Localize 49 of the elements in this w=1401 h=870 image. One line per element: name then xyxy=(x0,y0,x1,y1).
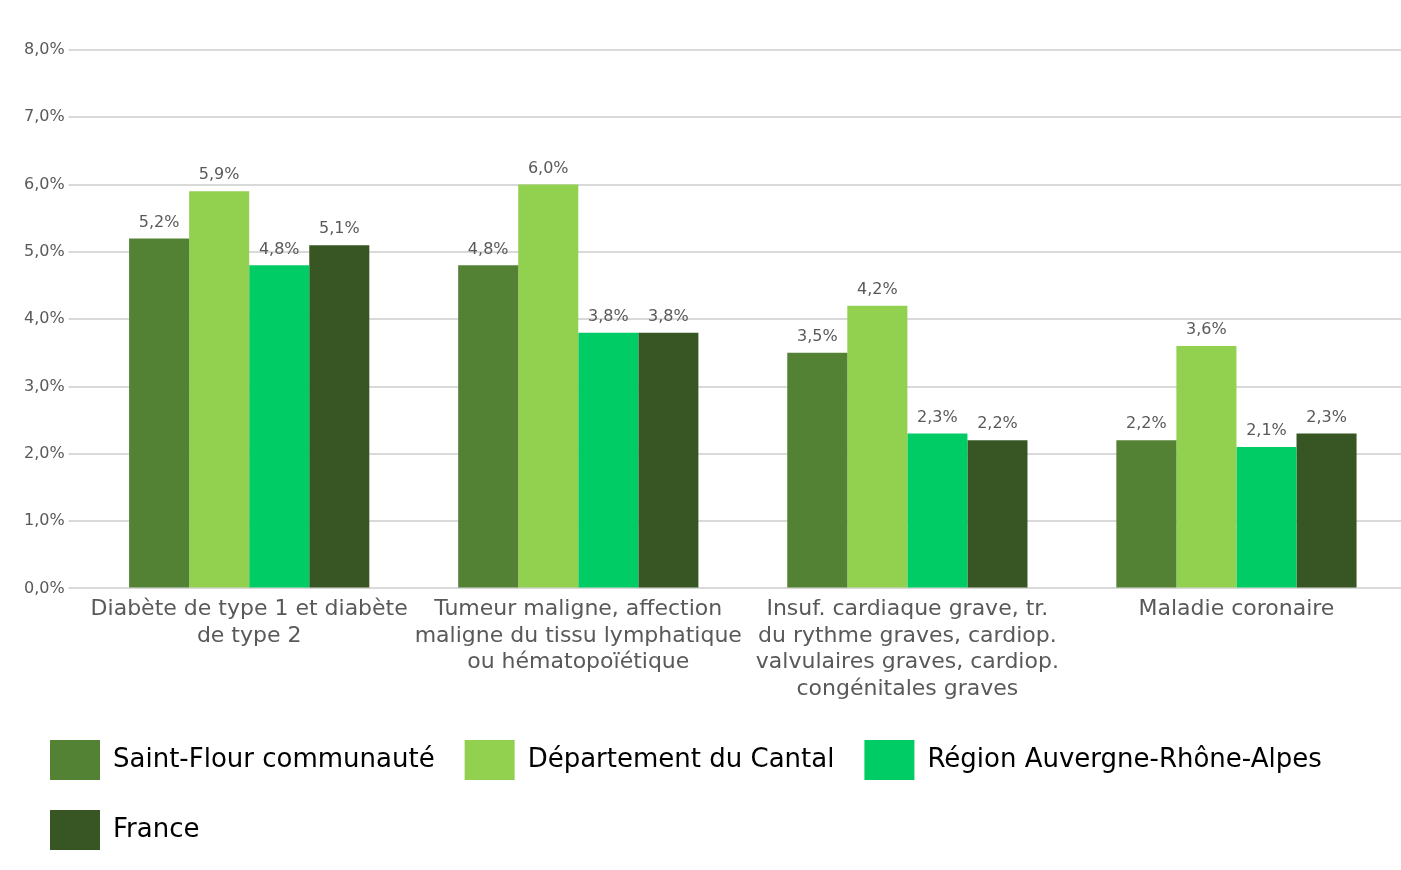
bar xyxy=(1176,346,1237,588)
y-tick-label: 4,0% xyxy=(23,308,65,328)
data-label: 5,2% xyxy=(138,211,180,231)
bar xyxy=(578,332,639,588)
legend-label: Saint-Flour communauté xyxy=(113,742,435,773)
data-label: 3,8% xyxy=(587,305,629,325)
data-label: 3,8% xyxy=(648,305,689,325)
data-label: 2,1% xyxy=(1246,420,1287,440)
y-tick-label: 0,0% xyxy=(23,577,65,597)
bar xyxy=(967,440,1028,588)
bar xyxy=(309,245,370,588)
bar xyxy=(1116,440,1177,588)
data-label: 4,2% xyxy=(857,278,898,298)
bar xyxy=(787,352,848,588)
data-label: 2,3% xyxy=(1306,406,1347,426)
data-label: 6,0% xyxy=(527,157,569,177)
data-label: 2,2% xyxy=(977,413,1018,433)
data-label: 5,1% xyxy=(318,218,360,238)
bar xyxy=(249,265,310,588)
y-tick-label: 7,0% xyxy=(23,106,65,126)
data-label: 2,3% xyxy=(917,406,958,426)
legend-label: Département du Cantal xyxy=(527,742,835,773)
bar xyxy=(907,433,968,588)
x-tick-label: Maladie coronaire xyxy=(1138,595,1335,621)
y-tick-label: 8,0% xyxy=(23,39,65,59)
y-tick-label: 2,0% xyxy=(23,442,65,462)
legend-label: Région Auvergne-Rhône-Alpes xyxy=(927,742,1322,773)
data-label: 5,9% xyxy=(198,164,240,184)
data-label: 3,5% xyxy=(796,326,838,346)
x-tick-label: Tumeur maligne, affection maligne du tissu lymphatique ou hématopoïétique xyxy=(414,595,742,674)
data-label: 4,8% xyxy=(258,238,300,258)
data-label: 4,8% xyxy=(467,238,509,258)
x-tick-label: Diabète de type 1 et diabète de type 2 xyxy=(90,595,408,647)
bar xyxy=(1236,447,1297,588)
bar xyxy=(189,191,250,588)
bar xyxy=(847,305,908,588)
y-tick-label: 1,0% xyxy=(23,510,65,530)
legend-label: France xyxy=(113,812,200,843)
data-label: 3,6% xyxy=(1186,319,1227,339)
bar xyxy=(638,332,699,588)
data-label: 2,2% xyxy=(1126,413,1167,433)
bar xyxy=(518,184,579,588)
y-tick-label: 6,0% xyxy=(23,173,65,193)
bar xyxy=(1296,433,1357,588)
bar xyxy=(129,238,190,588)
y-tick-label: 5,0% xyxy=(23,241,65,261)
bar xyxy=(458,265,519,588)
y-tick-label: 3,0% xyxy=(23,375,65,395)
x-tick-label: Insuf. cardiaque grave, tr. du rythme graves, cardiop. valvulaires graves, cardiop. congénitales graves xyxy=(755,595,1059,700)
